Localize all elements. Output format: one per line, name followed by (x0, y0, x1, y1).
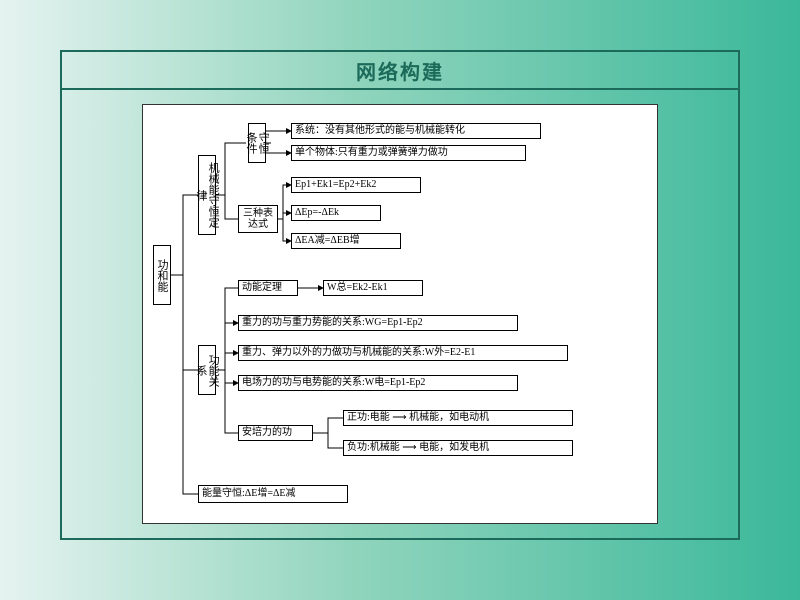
panel-title: 网络构建 (62, 52, 738, 90)
node-cond1: 系统：没有其他形式的能与机械能转化 (291, 123, 541, 139)
node-ke-f: W总=Ek2-Ek1 (323, 280, 423, 296)
concept-diagram: 功和能 机械能守恒定律 功能关系 能量守恒:ΔE增=ΔE减 守恒条件 系统：没有… (142, 104, 658, 524)
node-b2: 功能关系 (198, 345, 216, 395)
node-amp-neg: 负功:机械能 ⟶ 电能，如发电机 (343, 440, 573, 456)
node-expr2: ΔEp=-ΔEk (291, 205, 381, 221)
b3-formula: ΔE增=ΔE减 (245, 488, 296, 500)
node-amp: 安培力的功 (238, 425, 313, 441)
node-expr1: Ep1+Ek1=Ep2+Ek2 (291, 177, 421, 193)
b3-label: 能量守恒: (202, 488, 245, 500)
node-rel-g: 重力的功与重力势能的关系:WG=Ep1-Ep2 (238, 315, 518, 331)
node-b1: 机械能守恒定律 (198, 155, 216, 235)
node-rel-e: 电场力的功与电势能的关系:W电=Ep1-Ep2 (238, 375, 518, 391)
node-b3: 能量守恒:ΔE增=ΔE减 (198, 485, 348, 503)
node-cond: 守恒条件 (248, 123, 266, 163)
node-amp-pos: 正功:电能 ⟶ 机械能，如电动机 (343, 410, 573, 426)
node-cond2: 单个物体:只有重力或弹簧弹力做功 (291, 145, 526, 161)
node-root: 功和能 (153, 245, 171, 305)
node-expr: 三种表达式 (238, 205, 278, 233)
node-expr3: ΔEA减=ΔEB增 (291, 233, 401, 249)
node-ke: 动能定理 (238, 280, 298, 296)
node-rel-other: 重力、弹力以外的力做功与机械能的关系:W外=E2-E1 (238, 345, 568, 361)
slide-background: 网络构建 (0, 0, 800, 600)
main-panel: 网络构建 (60, 50, 740, 540)
